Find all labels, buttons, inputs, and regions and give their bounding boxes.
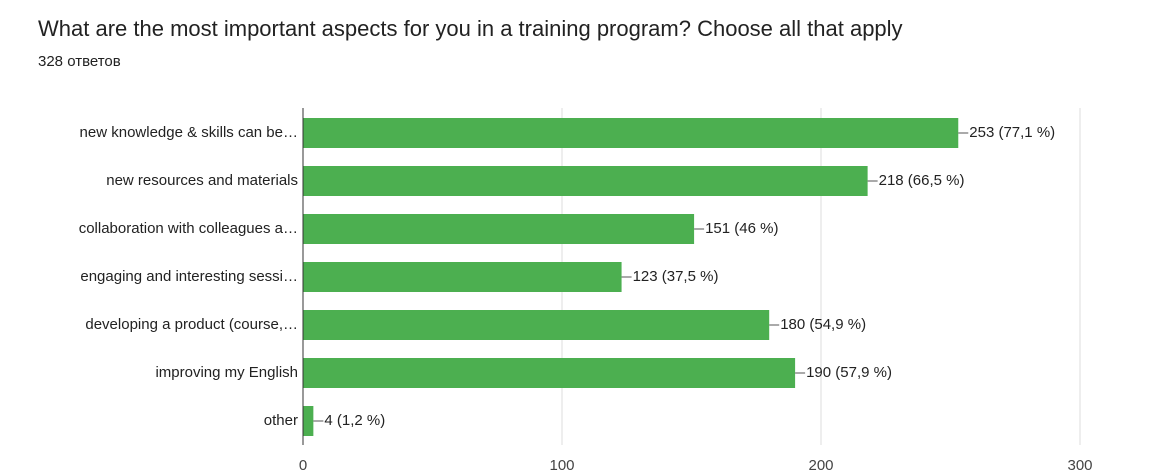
value-label: 123 (37,5 %) [633, 268, 719, 285]
y-tick-label: other [264, 412, 298, 429]
y-tick-label: engaging and interesting sessi… [80, 268, 298, 285]
chart-subtitle: 328 ответов [38, 53, 121, 70]
value-label: 151 (46 %) [705, 220, 778, 237]
y-tick-label: improving my English [155, 364, 298, 381]
bar [303, 406, 314, 436]
x-tick-label: 100 [549, 457, 574, 473]
x-tick-label: 200 [808, 457, 833, 473]
y-tick-label: developing a product (course,… [85, 316, 298, 333]
bar [303, 166, 868, 196]
bar [303, 310, 770, 340]
value-label: 180 (54,9 %) [780, 316, 866, 333]
y-tick-label: new knowledge & skills can be… [80, 124, 298, 141]
chart-title: What are the most important aspects for … [38, 16, 903, 41]
bar [303, 358, 796, 388]
y-tick-label: new resources and materials [106, 172, 298, 189]
bar [303, 214, 695, 244]
value-label: 4 (1,2 %) [324, 412, 385, 429]
x-tick-label: 300 [1067, 457, 1092, 473]
bar [303, 262, 622, 292]
value-label: 190 (57,9 %) [806, 364, 892, 381]
value-label: 253 (77,1 %) [969, 124, 1055, 141]
y-tick-label: collaboration with colleagues a… [79, 220, 298, 237]
bar [303, 118, 959, 148]
value-label: 218 (66,5 %) [879, 172, 965, 189]
x-tick-label: 0 [299, 457, 307, 473]
